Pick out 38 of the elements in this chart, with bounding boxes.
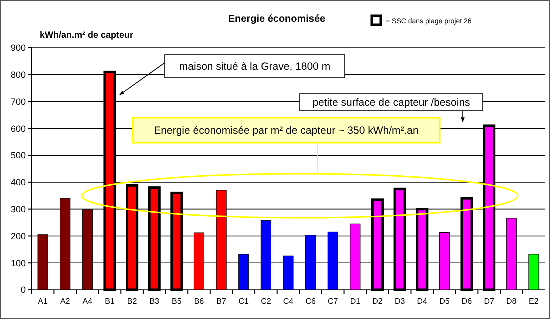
x-tick-label: B5	[172, 297, 182, 306]
x-tick-label: B2	[127, 297, 138, 306]
y-tick-label: 200	[10, 231, 26, 242]
x-tick-label: D4	[417, 297, 428, 306]
x-tick-label: D3	[394, 297, 406, 306]
x-tick-label: A4	[82, 297, 94, 306]
annotation: Energie économisée par m² de capteur ~ 350 kWh/m².an	[154, 125, 419, 138]
y-tick-label: 0	[20, 285, 26, 296]
x-tick-label: B3	[150, 297, 160, 306]
x-tick-label: B1	[105, 297, 116, 306]
annotation: maison situé à la Grave, 1800 m	[179, 61, 331, 74]
x-tick-label: E2	[529, 297, 540, 306]
x-tick-label: D7	[484, 297, 495, 306]
x-tick-label: D2	[372, 297, 384, 306]
x-tick-label: D5	[440, 297, 450, 306]
y-tick-label: 500	[10, 150, 26, 161]
x-tick-label: B7	[216, 297, 227, 306]
x-tick-label: C4	[283, 297, 294, 306]
y-tick-label: 700	[10, 96, 26, 107]
chart-title: Energie économisée	[228, 14, 326, 25]
y-tick-label: 300	[10, 204, 26, 214]
x-tick-label: C6	[306, 297, 316, 306]
y-tick-label: 800	[10, 70, 26, 80]
x-tick-label: C2	[261, 297, 272, 306]
annotation: petite surface de capteur /besoins	[312, 97, 470, 110]
y-tick-label: 600	[10, 124, 26, 134]
x-tick-label: D1	[350, 297, 362, 306]
x-tick-label: D6	[462, 297, 473, 306]
x-tick-label: A1	[38, 297, 48, 306]
x-tick-label: B6	[194, 297, 205, 306]
y-tick-label: 100	[10, 258, 26, 268]
y-axis-title: kWh/an.m² de capteur	[40, 30, 134, 40]
x-tick-label: D8	[506, 297, 518, 306]
y-tick-label: 400	[10, 178, 26, 188]
y-tick-label: 900	[10, 43, 26, 54]
x-tick-label: A2	[60, 297, 71, 306]
x-tick-label: C7	[328, 297, 339, 306]
x-tick-label: C1	[238, 297, 250, 306]
